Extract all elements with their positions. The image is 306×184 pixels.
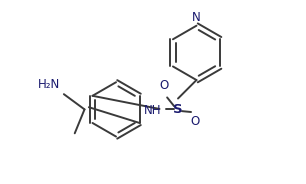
Text: N: N: [192, 11, 201, 24]
Text: H₂N: H₂N: [38, 78, 61, 91]
Text: NH: NH: [144, 104, 162, 117]
Text: O: O: [159, 79, 169, 92]
Text: S: S: [173, 103, 183, 116]
Text: O: O: [191, 116, 200, 128]
